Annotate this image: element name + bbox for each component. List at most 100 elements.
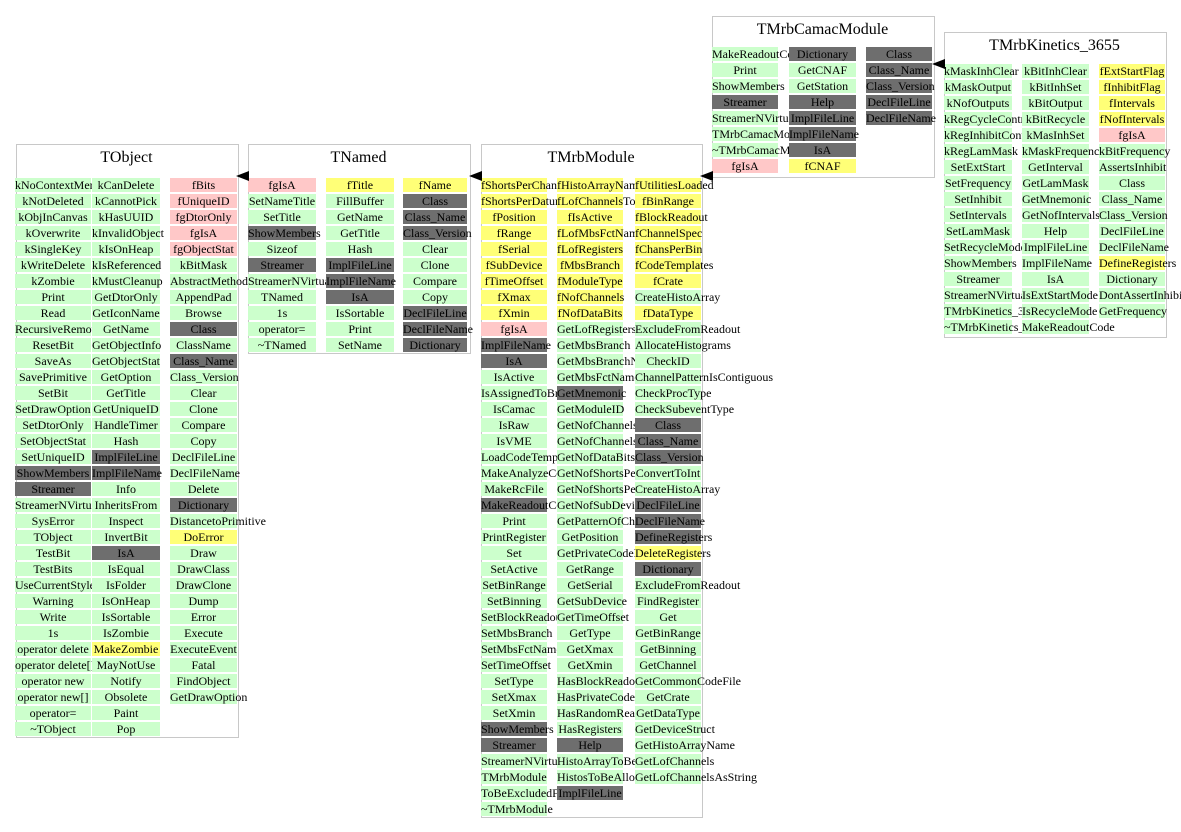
member-isvme: IsVME [481, 434, 547, 448]
member-label: fTitle [346, 178, 374, 192]
member-label: ExcludeFromReadout [635, 322, 741, 336]
member-label: GetTitle [340, 226, 380, 240]
member-implfileline: ImplFileLine [326, 258, 394, 272]
member-label: Dump [188, 594, 219, 608]
member-testbits: TestBits [15, 562, 91, 576]
member-label: Class_Version [635, 450, 704, 464]
member-fgisa: fgIsA [170, 226, 237, 240]
member-label: SetDtorOnly [22, 418, 84, 432]
member-kmustcleanup: kMustCleanup [92, 274, 163, 288]
member-inspect: Inspect [92, 514, 160, 528]
member-label: SetMbsFctName [481, 642, 562, 656]
member-fmbsbranch: fMbsBranch [557, 258, 623, 272]
member-implfilename: ImplFileName [481, 338, 551, 352]
member-getfrequency: GetFrequency [1099, 304, 1167, 318]
member-fshortsperdatum: fShortsPerDatum [481, 194, 564, 208]
member-label: MakeReadoutCode [712, 47, 805, 61]
member-showmembers: ShowMembers [944, 256, 1017, 270]
member-label: Class [885, 47, 912, 61]
member-label: Streamer [31, 482, 75, 496]
member-getdatatype: GetDataType [635, 706, 701, 720]
member-makereadoutcode: MakeReadoutCode [481, 498, 574, 512]
member-tobject: TObject [15, 530, 91, 544]
member-clone: Clone [170, 402, 237, 416]
member-kcannotpick: kCannotPick [92, 194, 160, 208]
member-invertbit: InvertBit [92, 530, 160, 544]
member-label: Hash [347, 242, 373, 256]
member-label: LoadCodeTemplates [481, 450, 581, 464]
member-dictionary: Dictionary [403, 338, 467, 352]
member-streamernvirtual: StreamerNVirtual [712, 111, 797, 125]
member-label: ImplFileName [1022, 256, 1092, 270]
member-1s: 1s [248, 306, 316, 320]
member-label: SetXmin [492, 706, 536, 720]
member-class: Class [866, 47, 932, 61]
member-label: fName [418, 178, 452, 192]
member-setinhibit: SetInhibit [944, 192, 1012, 206]
member-declfilename: DeclFileName [866, 111, 936, 125]
member-label: Print [41, 290, 65, 304]
member-getxmin: GetXmin [557, 658, 623, 672]
member-channelpatterniscontiguous: ChannelPatternIsContiguous [635, 370, 773, 384]
member-label: Paint [113, 706, 139, 720]
member-dictionary: Dictionary [789, 47, 856, 61]
member-declfileline: DeclFileLine [170, 450, 237, 464]
member-maynotuse: MayNotUse [92, 658, 160, 672]
member-getrange: GetRange [557, 562, 623, 576]
member-label: kZombie [31, 274, 75, 288]
member-draw: Draw [170, 546, 237, 560]
member-label: SetObjectStat [20, 434, 86, 448]
member-label: TMrbCamacModule [712, 127, 811, 141]
member-class: Class [1099, 176, 1165, 190]
member-kobjincanvas: kObjInCanvas [15, 210, 91, 224]
member-distancetoprimitive: DistancetoPrimitive [170, 514, 266, 528]
member-label: Class_Version [170, 370, 239, 384]
member-inheritsfrom: InheritsFrom [92, 498, 160, 512]
member-setbit: SetBit [15, 386, 91, 400]
member-settype: SetType [481, 674, 547, 688]
member-issortable: IsSortable [326, 306, 394, 320]
member-setdtoronly: SetDtorOnly [15, 418, 91, 432]
member-implfilename: ImplFileName [1022, 256, 1092, 270]
member-getcommoncodefile: GetCommonCodeFile [635, 674, 741, 688]
member-frange: fRange [481, 226, 547, 240]
member-getstation: GetStation [789, 79, 856, 93]
member-setname: SetName [326, 338, 394, 352]
member-streamer: Streamer [248, 258, 316, 272]
member-label: Hash [113, 434, 139, 448]
arrow-tmrbcamacmodule-to-tmrbmodule [700, 171, 713, 181]
member-kbitinhset: kBitInhSet [1022, 80, 1089, 94]
member-label: InheritsFrom [94, 498, 158, 512]
member-class-version: Class_Version [1099, 208, 1168, 222]
member-label: StreamerNVirtual [944, 288, 1030, 302]
member-read: Read [15, 306, 91, 320]
member-iszombie: IsZombie [92, 626, 160, 640]
member-label: fXmax [497, 290, 531, 304]
member-label: GetMbsBranchNo [557, 354, 645, 368]
member-getname: GetName [92, 322, 160, 336]
member-getmbsbranchno: GetMbsBranchNo [557, 354, 645, 368]
member-setobjectstat: SetObjectStat [15, 434, 91, 448]
member-makereadoutcode: MakeReadoutCode [1022, 320, 1115, 334]
member-label: ~TObject [30, 722, 76, 736]
member-setxmax: SetXmax [481, 690, 547, 704]
member-fdatatype: fDataType [635, 306, 701, 320]
member-operator-delete: operator delete[] [15, 658, 95, 672]
member-label: UseCurrentStyle [15, 578, 95, 592]
member-error: Error [170, 610, 237, 624]
member-label: Clone [189, 402, 218, 416]
member-getname: GetName [326, 210, 394, 224]
member-label: IsA [505, 354, 523, 368]
member-tmrbcamacmodule: TMrbCamacModule [712, 127, 811, 141]
member-makeanalyzecode: MakeAnalyzeCode [481, 466, 574, 480]
member-getxmax: GetXmax [557, 642, 623, 656]
member-label: IsOnHeap [101, 594, 151, 608]
member-paint: Paint [92, 706, 160, 720]
member-label: ImplFileName [789, 127, 859, 141]
member-label: HistosToBeAllocated [557, 770, 661, 784]
member-label: fNofChannels [557, 290, 625, 304]
member-label: fgObjectStat [173, 242, 234, 256]
member-label: kObjInCanvas [18, 210, 88, 224]
member-label: ImplFileLine [328, 258, 392, 272]
member-setactive: SetActive [481, 562, 547, 576]
